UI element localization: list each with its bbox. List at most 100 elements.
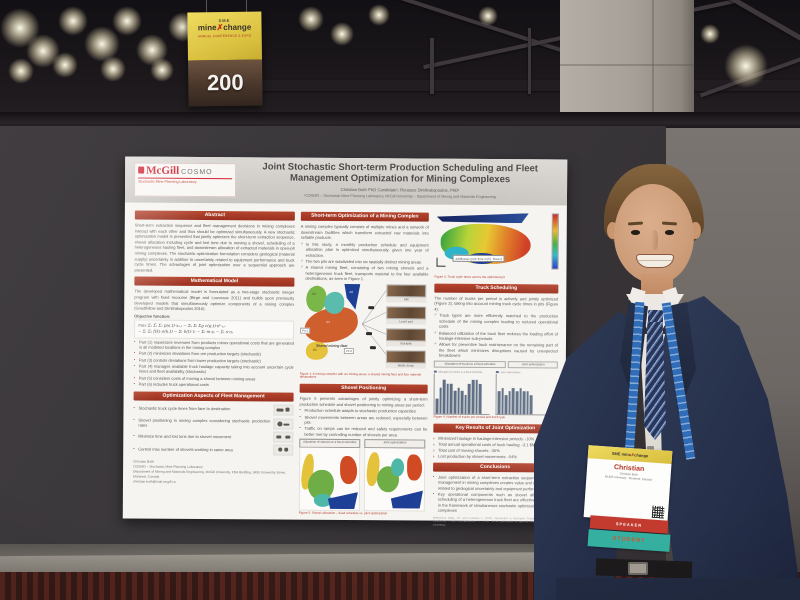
poster-middle-column: Short-term Optimization of a Mining Comp… [299, 208, 429, 517]
figure-5-caption: Figure 5: Shovel allocation – fixed sche… [298, 510, 388, 516]
mcgill-wordmark: McGill [146, 164, 180, 177]
shovel-map-fixed: Allocation of shovels to a fixed schedul… [298, 438, 361, 512]
section-header-mathematical-model: Mathematical Model [134, 276, 295, 287]
model-part-item: Part (2) minimizes deviations from ore p… [134, 351, 294, 358]
result-item: Total annual operational costs of truck … [433, 442, 557, 448]
banner-photo-panel: 200 [188, 59, 263, 107]
bar-chart-canvas [433, 373, 490, 416]
legend-swatch [433, 370, 437, 374]
legend-label: Joint optimization [500, 370, 521, 374]
shovel-intro: Figure 5 presents advantages of jointly … [299, 395, 428, 408]
poster-affiliation: ¹COSMO – Stochastic Mine Planning Labora… [304, 193, 496, 200]
fleet-aspect-row: Minimize time and lost tons due to shove… [133, 431, 294, 444]
banner-wire [206, 0, 207, 14]
section-header-abstract: Abstract [134, 210, 295, 221]
section-header-shovel-positioning: Shovel Positioning [299, 383, 428, 394]
figure-3-pit-visualization: additional cycle time in [h], Round [434, 211, 559, 276]
bar-chart-joint-optimization: Joint optimization [495, 370, 552, 416]
banner-logo-panel: SME mine✗change ANNUAL CONFERENCE & EXPO [187, 11, 263, 61]
fleet-aspect-row: Control max number of shovels working in… [133, 444, 294, 457]
figure-1-mining-complex: A1 A4 A6 A5 Shared mining fleet Pit 1 Pi… [300, 283, 429, 372]
poster-title: Joint Stochastic Short-term Production S… [262, 161, 538, 186]
truck-item: Allows for preventive truck maintenance … [434, 342, 558, 359]
aisle-number: 200 [206, 69, 244, 96]
short-term-item: A shared mining fleet, consisting of two… [300, 265, 428, 282]
mcgill-shield-icon [138, 166, 145, 174]
section-header-fleet-management: Optimization Aspects of Fleet Management [133, 391, 294, 402]
banner-wire [246, 0, 247, 14]
bar-chart-canvas [495, 374, 552, 416]
destination-photo [386, 305, 427, 320]
section-header-short-term: Short-term Optimization of a Mining Comp… [300, 211, 429, 222]
ceiling-post [528, 28, 531, 94]
abstract-body: Short-term extraction sequence and fleet… [134, 222, 295, 273]
model-part-item: Part (1) maximizes revenues from product… [134, 339, 294, 351]
conclusion-item: Key operational components such as shove… [433, 492, 557, 514]
destination-photo [386, 283, 427, 298]
destination-row: Stockpile [385, 327, 427, 347]
research-poster: McGill COSMO Stochastic Mine Planning La… [122, 156, 568, 527]
truck-item: Balanced utilization of the truck fleet … [434, 330, 558, 342]
result-item: Total cost of moving shovels: -36% [433, 448, 557, 454]
shovel-move-icon [273, 431, 294, 444]
shovel-map-canvas [363, 448, 426, 512]
poster-header-band: McGill COSMO Stochastic Mine Planning La… [124, 156, 568, 206]
lab-name: Stochastic Mine Planning Laboratory [138, 177, 233, 185]
shovel-item: Traffic on ramps can be reduced and safe… [299, 426, 427, 438]
destination-row: Mill [386, 283, 427, 303]
shovel-map-canvas [298, 447, 361, 512]
banner-tagline: ANNUAL CONFERENCE & EXPO [197, 33, 252, 39]
contact-block: Christian Both COSMO – Stochastic Mine P… [133, 460, 293, 486]
legend-swatch [495, 371, 499, 374]
minexchange-logo: mine✗change [197, 22, 252, 33]
section-header-truck-scheduling: Truck Scheduling [434, 283, 559, 294]
short-term-item: In this study, a monthly production sche… [301, 241, 429, 258]
poster-authors: Christian Both PhD Candidate¹; Roussos D… [340, 186, 460, 193]
destination-label: Leach pad [386, 318, 427, 325]
fleet-aspect-row: Stochastic truck cycle times from face t… [133, 403, 294, 416]
truck-intro: The number of trucks per period is activ… [434, 295, 559, 312]
ceiling-light [112, 6, 142, 36]
math-model-body: The developed mathematical model is form… [134, 288, 295, 312]
table-cell-joint: Joint optimization [508, 360, 558, 369]
truck-icon [369, 345, 376, 350]
poster-left-column: Abstract Short-term extraction sequence … [133, 207, 295, 486]
cosmo-wordmark: COSMO [181, 168, 213, 177]
truck-icon [368, 305, 375, 310]
shovel-map-joint: Joint optimization [363, 439, 426, 512]
ceiling-truss [250, 80, 800, 91]
poster-board-top-rail [0, 112, 800, 128]
destination-label: Waste dump [385, 362, 426, 369]
destination-row: Leach pad [386, 305, 427, 325]
bar-chart-fixed-schedule: Allocation of trucks to a fixed schedule [433, 370, 490, 416]
destination-row: Waste dump [385, 349, 426, 369]
shovel-item: Shovel movements between areas are reduc… [299, 414, 427, 426]
ceiling-light [150, 58, 174, 82]
destination-photo [385, 327, 427, 342]
model-part-item: Part (5) considers costs of moving a sho… [134, 375, 294, 382]
objective-function-equation: max Σₛ Σₜ Σₐ p(a,t)·xₛ,ₜ − Σₛ Σₜ Σg c(g,… [134, 319, 295, 340]
truck-comparison-table: Allocation of trucks to a fixed schedule… [433, 360, 558, 369]
result-item: Minimized haulage in haulage-intensive p… [433, 436, 557, 442]
result-item: Lost production by shovel movements: -54… [433, 454, 557, 460]
carpet [0, 572, 800, 600]
ceiling-light [298, 6, 324, 32]
contact-email: christian.both@mail.mcgill.ca [132, 479, 176, 484]
colorbar-label: additional cycle time in [h], Round [452, 254, 505, 263]
figure-5-shovel-maps: Allocation of shovels to a fixed schedul… [298, 438, 427, 512]
figure-4-caption: Figure 4: Number of trucks per period an… [433, 414, 506, 420]
fleet-aspect-row: Shovel positioning in mining complex con… [133, 416, 294, 430]
model-part-item: Part (6) includes truck operational cost… [134, 382, 294, 389]
axis-marker [436, 257, 446, 267]
references-block: References: Birge, J.R. and Louveaux, F.… [432, 516, 557, 527]
ceiling-light [58, 6, 88, 36]
background-wall [660, 118, 800, 600]
figure-3-caption: Figure 3: Truck cycle times across the o… [434, 274, 505, 280]
shovel-icon [273, 418, 294, 430]
ceiling-light [368, 4, 390, 26]
section-header-conclusions: Conclusions [433, 462, 558, 473]
model-part-item: Part (4) manages available truck haulage… [134, 364, 294, 376]
short-term-item: The two pits are subdivided into six spa… [301, 259, 429, 265]
table-cell-fixed: Allocation of trucks to a fixed schedule [433, 360, 507, 369]
